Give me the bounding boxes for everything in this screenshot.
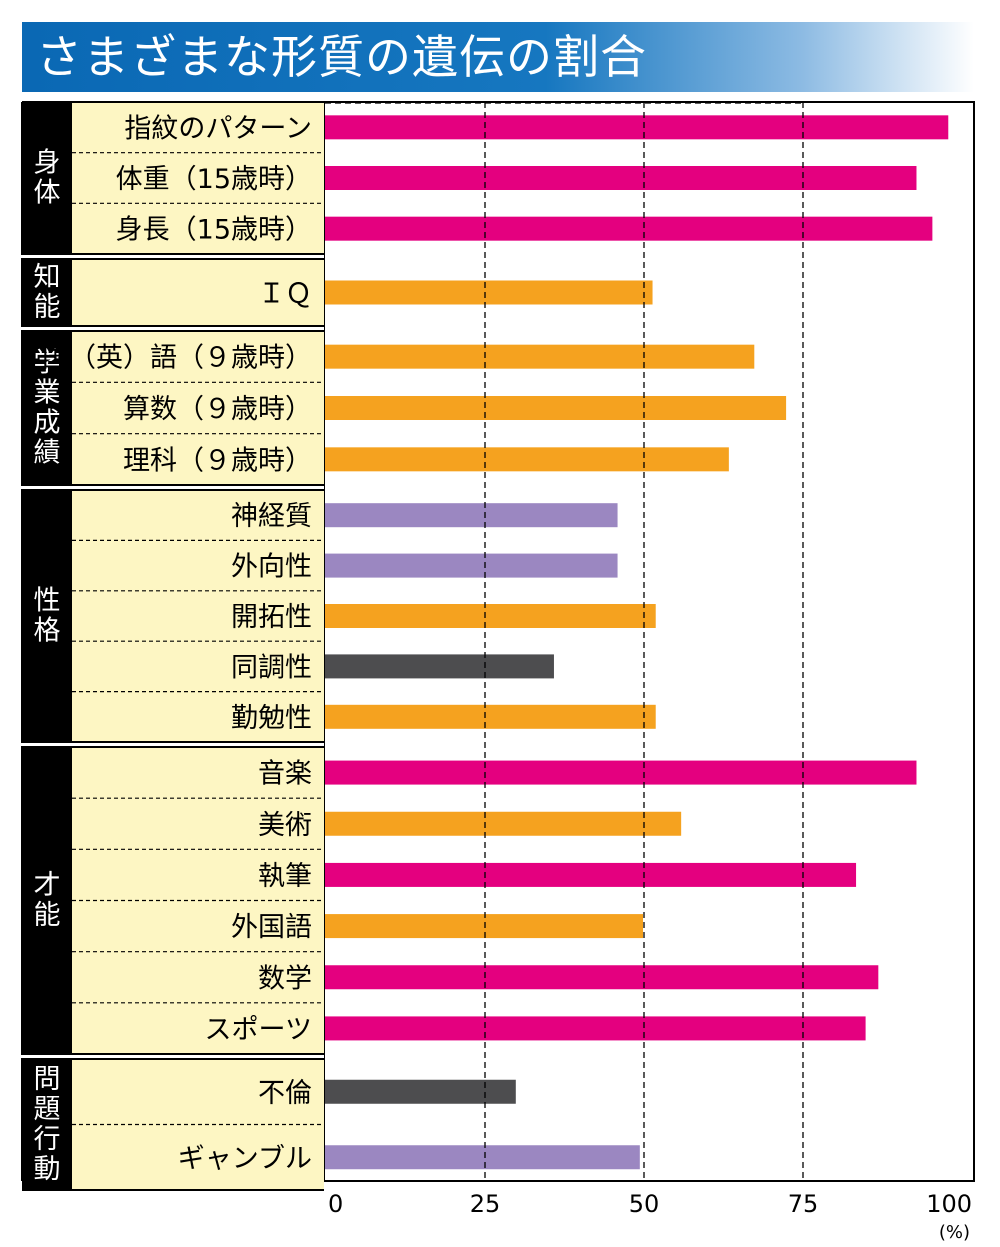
row-label: 不倫 <box>258 1078 312 1109</box>
category-box <box>22 490 72 742</box>
bar <box>325 1016 866 1041</box>
row-label-area <box>72 331 324 485</box>
row-label: 外向性 <box>231 552 312 583</box>
row-label-area <box>72 102 324 254</box>
bar <box>325 1079 516 1104</box>
row-label: スポーツ <box>205 1014 312 1045</box>
row-label: 指紋のパターン <box>124 113 312 144</box>
x-unit-label: (%) <box>939 1222 970 1243</box>
category-label: 問題行動 <box>34 1064 61 1185</box>
row-label: 美術 <box>258 810 312 841</box>
row-label: 開拓性 <box>231 602 312 633</box>
bar <box>325 811 682 836</box>
x-tick-label: 50 <box>629 1190 660 1218</box>
category-box <box>22 259 72 326</box>
row-label-area <box>72 490 324 742</box>
row-label: 算数（９歳時） <box>123 394 312 425</box>
row-label: 国（英）語（９歳時） <box>42 343 312 374</box>
category-label: 性格 <box>34 585 61 646</box>
bar <box>325 965 879 990</box>
row-label-area <box>72 259 324 326</box>
row-label: 外国語 <box>231 912 312 943</box>
row-label: ギャンブル <box>178 1143 312 1174</box>
chart-title: さまざまな形質の遺伝の割合 <box>36 30 647 84</box>
bar <box>325 503 618 528</box>
group-gap <box>21 327 324 330</box>
bar <box>325 166 917 190</box>
bar <box>325 447 729 472</box>
bar <box>325 553 618 578</box>
group-gap <box>21 743 324 746</box>
row-label: 執筆 <box>258 861 312 892</box>
category-box <box>22 102 72 254</box>
row-label: 理科（９歳時） <box>123 445 312 476</box>
bar <box>325 280 653 305</box>
group-gap <box>21 1055 324 1058</box>
row-label: 神経質 <box>231 501 312 532</box>
row-label: 体重（15歳時） <box>116 164 312 195</box>
bar <box>325 760 917 785</box>
row-label: 同調性 <box>231 652 312 683</box>
category-box <box>22 331 72 485</box>
x-tick-label: 25 <box>470 1190 501 1218</box>
x-tick-label: 0 <box>328 1190 343 1218</box>
bar <box>325 344 755 369</box>
category-label: 学業成績 <box>34 347 61 468</box>
category-box <box>22 747 72 1054</box>
bar <box>325 862 857 887</box>
bar <box>325 1145 640 1170</box>
row-label: ＩＱ <box>258 279 312 310</box>
bar <box>325 704 656 729</box>
category-label: 才能 <box>34 870 61 931</box>
category-label: 身体 <box>34 147 61 208</box>
category-label: 知能 <box>34 262 61 323</box>
x-tick-label: 100 <box>926 1190 972 1218</box>
row-label: 数学 <box>258 963 312 994</box>
group-gap <box>21 486 324 489</box>
bar <box>325 115 949 140</box>
bar <box>325 654 554 679</box>
category-box <box>22 1059 72 1190</box>
row-label: 勤勉性 <box>231 703 312 734</box>
bar <box>325 604 656 628</box>
row-label: 身長（15歳時） <box>116 215 312 246</box>
group-gap <box>21 255 324 258</box>
x-tick-label: 75 <box>788 1190 819 1218</box>
row-label: 音楽 <box>258 759 312 790</box>
bar <box>325 216 933 241</box>
bar <box>325 914 643 939</box>
bar <box>325 396 787 420</box>
title-bar: さまざまな形質の遺伝の割合 <box>22 22 974 92</box>
